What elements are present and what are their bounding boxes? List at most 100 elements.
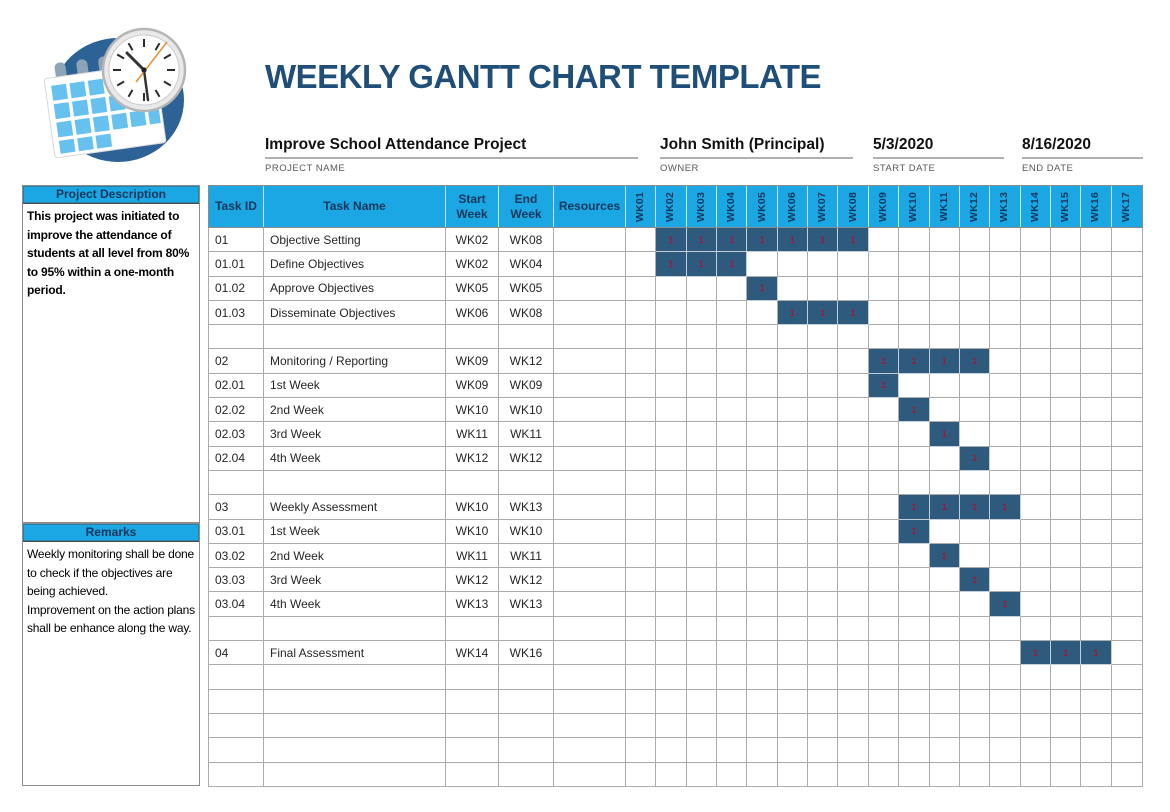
cell-id[interactable] xyxy=(209,470,264,496)
gantt-cell[interactable] xyxy=(1081,325,1112,350)
gantt-cell[interactable] xyxy=(959,470,991,496)
gantt-cell[interactable] xyxy=(808,665,839,690)
gantt-cell[interactable] xyxy=(990,641,1021,666)
cell-end[interactable]: WK10 xyxy=(499,519,554,544)
gantt-cell[interactable] xyxy=(656,446,687,471)
gantt-cell[interactable] xyxy=(1111,592,1142,617)
gantt-cell[interactable] xyxy=(626,762,657,787)
gantt-cell[interactable] xyxy=(717,495,748,520)
cell-id[interactable] xyxy=(209,762,264,787)
gantt-cell[interactable] xyxy=(899,325,930,350)
gantt-cell[interactable] xyxy=(838,713,869,739)
cell-id[interactable] xyxy=(209,665,264,690)
gantt-cell[interactable] xyxy=(686,519,718,544)
gantt-cell[interactable] xyxy=(626,422,657,447)
cell-end[interactable]: WK11 xyxy=(499,543,554,569)
gantt-cell[interactable] xyxy=(808,276,839,301)
gantt-cell[interactable] xyxy=(899,446,930,471)
gantt-cell[interactable] xyxy=(626,495,657,520)
gantt-cell[interactable] xyxy=(747,641,778,666)
gantt-cell[interactable] xyxy=(626,738,657,763)
gantt-cell[interactable] xyxy=(686,689,718,714)
gantt-cell[interactable] xyxy=(747,398,778,423)
gantt-cell[interactable] xyxy=(1050,470,1082,496)
gantt-cell[interactable] xyxy=(1111,277,1142,301)
gantt-bar-cell-wk03[interactable]: 1 xyxy=(686,252,718,277)
gantt-cell[interactable] xyxy=(808,616,839,642)
gantt-bar-cell-wk04[interactable]: 1 xyxy=(717,228,748,253)
gantt-cell[interactable] xyxy=(717,713,748,739)
gantt-cell[interactable] xyxy=(990,762,1021,787)
cell-name[interactable]: Define Objectives xyxy=(264,252,446,277)
gantt-cell[interactable] xyxy=(686,373,718,399)
gantt-cell[interactable] xyxy=(717,689,748,714)
gantt-cell[interactable] xyxy=(838,762,869,787)
gantt-cell[interactable] xyxy=(959,276,991,301)
gantt-cell[interactable] xyxy=(868,543,900,569)
gantt-bar-cell-wk10[interactable]: 1 xyxy=(899,349,930,374)
cell-resources[interactable] xyxy=(554,665,626,690)
cell-resources[interactable] xyxy=(554,446,626,471)
gantt-cell[interactable] xyxy=(868,398,900,423)
cell-resources[interactable] xyxy=(554,738,626,763)
gantt-cell[interactable] xyxy=(929,398,960,423)
cell-id[interactable]: 03.01 xyxy=(209,519,264,544)
gantt-cell[interactable] xyxy=(777,519,809,544)
gantt-cell[interactable] xyxy=(656,470,687,496)
gantt-cell[interactable] xyxy=(1050,543,1082,569)
cell-name[interactable] xyxy=(264,616,446,642)
cell-end[interactable] xyxy=(499,762,554,787)
gantt-cell[interactable] xyxy=(899,665,930,690)
gantt-cell[interactable] xyxy=(626,568,657,593)
gantt-bar-cell-wk06[interactable]: 1 xyxy=(777,228,809,253)
cell-start[interactable]: WK13 xyxy=(446,592,499,617)
cell-start[interactable]: WK10 xyxy=(446,519,499,544)
cell-name[interactable] xyxy=(264,738,446,763)
gantt-cell[interactable] xyxy=(1050,689,1082,714)
gantt-cell[interactable] xyxy=(838,276,869,301)
gantt-bar-cell-wk16[interactable]: 1 xyxy=(1081,641,1112,666)
gantt-cell[interactable] xyxy=(626,300,657,326)
cell-end[interactable] xyxy=(499,713,554,739)
cell-name[interactable]: Final Assessment xyxy=(264,641,446,666)
gantt-cell[interactable] xyxy=(838,689,869,714)
gantt-bar-cell-wk14[interactable]: 1 xyxy=(1020,641,1051,666)
gantt-cell[interactable] xyxy=(929,276,960,301)
gantt-cell[interactable] xyxy=(1020,422,1051,447)
gantt-cell[interactable] xyxy=(868,300,900,326)
gantt-cell[interactable] xyxy=(808,689,839,714)
gantt-cell[interactable] xyxy=(1020,398,1051,423)
gantt-cell[interactable] xyxy=(899,470,930,496)
gantt-cell[interactable] xyxy=(717,325,748,350)
gantt-cell[interactable] xyxy=(717,592,748,617)
gantt-cell[interactable] xyxy=(838,665,869,690)
gantt-cell[interactable] xyxy=(838,641,869,666)
gantt-cell[interactable] xyxy=(717,422,748,447)
cell-id[interactable]: 02.04 xyxy=(209,446,264,471)
gantt-cell[interactable] xyxy=(747,252,778,277)
gantt-cell[interactable] xyxy=(747,738,778,763)
gantt-cell[interactable] xyxy=(959,713,991,739)
gantt-cell[interactable] xyxy=(686,665,718,690)
gantt-cell[interactable] xyxy=(1050,446,1082,471)
cell-resources[interactable] xyxy=(554,228,626,253)
gantt-cell[interactable] xyxy=(626,470,657,496)
gantt-cell[interactable] xyxy=(626,543,657,569)
gantt-cell[interactable] xyxy=(777,470,809,496)
gantt-cell[interactable] xyxy=(1111,495,1142,520)
remarks-text[interactable]: Weekly monitoring shall be done to check… xyxy=(27,547,195,636)
gantt-bar-cell-wk05[interactable]: 1 xyxy=(747,228,778,253)
gantt-cell[interactable] xyxy=(838,616,869,642)
gantt-cell[interactable] xyxy=(1020,592,1051,617)
gantt-cell[interactable] xyxy=(1050,738,1082,763)
gantt-cell[interactable] xyxy=(808,738,839,763)
gantt-cell[interactable] xyxy=(1020,446,1051,471)
cell-id[interactable] xyxy=(209,325,264,350)
cell-id[interactable] xyxy=(209,689,264,714)
gantt-cell[interactable] xyxy=(626,665,657,690)
cell-resources[interactable] xyxy=(554,592,626,617)
gantt-cell[interactable] xyxy=(959,228,991,253)
cell-end[interactable]: WK12 xyxy=(499,568,554,593)
cell-end[interactable] xyxy=(499,470,554,496)
cell-id[interactable]: 01.02 xyxy=(209,276,264,301)
